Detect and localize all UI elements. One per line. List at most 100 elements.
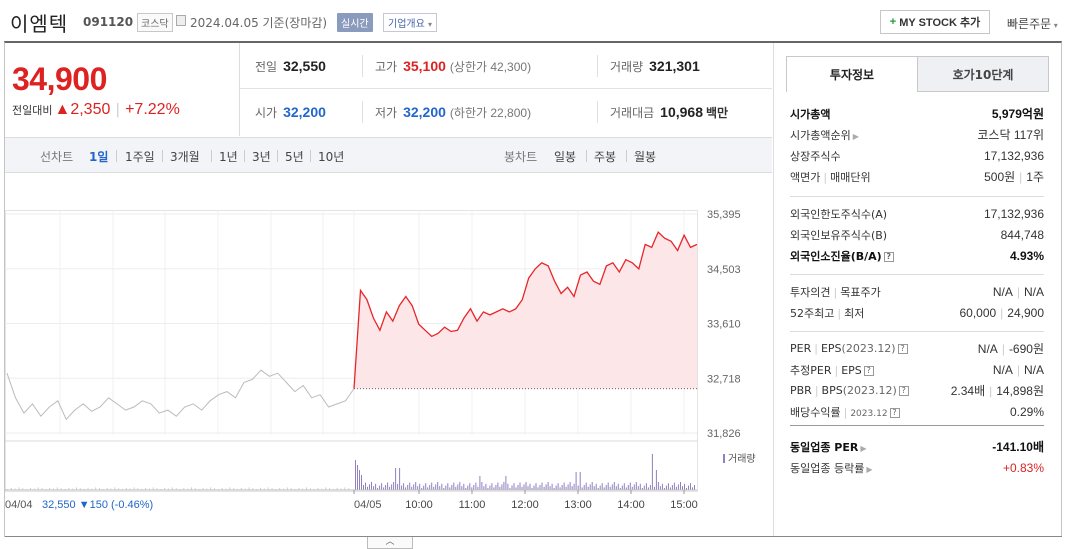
stat-label: 전일 [255,59,278,74]
volume-bar [682,486,683,490]
volume-bar [631,486,633,490]
volume-bar [694,485,695,490]
stat-value: 32,550 [283,58,326,74]
volume-bar [152,487,154,490]
help-icon[interactable]: ? [889,407,900,418]
candle-daily[interactable]: 일봉 [554,150,577,164]
period-1y[interactable]: 1년 [219,150,238,164]
volume-bar [210,487,212,490]
period-3m[interactable]: 3개월 [170,150,200,164]
period-3y[interactable]: 3년 [252,150,271,164]
add-mystock-button[interactable]: + MY STOCK 추가 [880,10,990,34]
volume-bar [690,483,691,490]
divider [362,101,363,123]
stat-label: 거래대금 [610,105,655,120]
volume-bar [529,483,531,490]
candle-chart-label: 봉차트 [504,150,538,164]
company-info-dropdown[interactable]: 기업개요 ▾ [383,13,438,32]
volume-bar [72,488,74,490]
info-value-text: +0.83% [1002,460,1044,475]
volume-bar [344,487,346,490]
info-value: 4.93% [1010,249,1044,263]
divider: | [1001,342,1005,356]
realtime-button[interactable]: 실시간 [337,13,373,32]
info-value: N/A | N/A [993,363,1044,377]
volume-bar [475,482,477,490]
volume-bar [555,485,557,490]
volume-bar [639,483,641,490]
x-tick-label: 14:00 [617,499,645,511]
volume-bar [377,488,379,490]
volume-bar [569,482,571,490]
today-price-line [353,230,698,389]
prev-close: 전일 32,550 [255,43,326,89]
volume-bar [599,485,601,490]
stat-label: 고가 [375,59,398,74]
volume-bar [145,487,146,490]
info-row[interactable]: 시가총액순위 ▶ 코스닥 117위 [790,124,1044,145]
info-key: 추정PER | EPS? [790,362,874,378]
volume-bar [221,487,223,490]
volume-bar [483,486,485,490]
period-1w[interactable]: 1주일 [125,150,155,164]
info-section: 외국인한도주식수(A) 17,132,936 외국인보유주식수(B) 844,748 외… [790,203,1044,266]
volume-bar [623,483,625,490]
high-price: 고가 35,100 (상한가 42,300) [375,43,531,89]
volume-bar [507,483,509,490]
collapse-chevron-up-icon[interactable]: ︿ [367,537,413,549]
info-value-text: -690원 [1008,342,1044,356]
volume-bar [449,487,451,490]
info-key-label: 시가총액 [790,107,831,121]
volume-bar [673,482,675,490]
period-5y[interactable]: 5년 [285,150,304,164]
info-row[interactable]: 동일업종 PER ▶ -141.10배 [790,436,1044,457]
volume-bar [306,487,307,490]
volume-bar [667,483,669,490]
volume-bar [473,485,475,490]
volume-bar [601,483,603,490]
prev-day-line [6,369,355,421]
volume-bar [593,486,595,490]
info-value: -141.10배 [992,438,1044,455]
info-value-text: 17,132,936 [983,206,1044,221]
volume-bar [369,484,370,490]
volume-bar [567,484,569,490]
volume-bar [479,476,481,490]
help-icon[interactable]: ? [863,365,874,376]
divider [362,55,363,77]
info-key-label: BPS [821,384,843,397]
price-chart: 35,395 34,503 33,610 32,718 31,826 거래량 04/04 32… [5,180,772,536]
volume-bar [233,488,235,490]
help-icon[interactable]: ? [897,344,908,354]
stat-value: 10,968 [660,104,703,120]
info-value-text: 2.34배 [950,384,986,398]
volume-bar [659,486,661,490]
help-icon[interactable]: ? [883,251,894,262]
volume-bar [543,486,545,490]
volume-legend-swatch [723,454,725,463]
volume-bar [355,460,356,490]
volume-bar [491,483,493,490]
quick-order-dropdown[interactable]: 빠른주문 ▾ [1007,15,1058,32]
info-key-period: (2023.12) [842,384,897,397]
info-row[interactable]: 동일업종 등락률 ▶ +0.83% [790,457,1044,478]
volume-bar [87,487,89,490]
volume-bar [164,487,166,490]
divider [116,150,117,162]
tab-investment-info[interactable]: 투자정보 [786,56,918,92]
volume-bar [684,483,685,490]
divider: | [1019,170,1023,184]
period-10y[interactable]: 10년 [318,150,345,164]
period-1d[interactable]: 1일 [89,150,109,164]
price-chart-svg: 35,395 34,503 33,610 32,718 31,826 거래량 04/04 32… [5,209,756,511]
info-value-text: 1주 [1026,170,1044,184]
stat-value: 32,200 [283,104,326,120]
info-key-label: EPS [820,342,842,355]
help-icon[interactable]: ? [898,386,909,396]
candle-monthly[interactable]: 월봉 [634,150,657,164]
volume-bar [581,487,583,490]
candle-weekly[interactable]: 주봉 [594,150,617,164]
volume-bar [407,485,409,490]
volume-bar [455,486,457,490]
tab-orderbook-10[interactable]: 호가10단계 [917,56,1049,92]
